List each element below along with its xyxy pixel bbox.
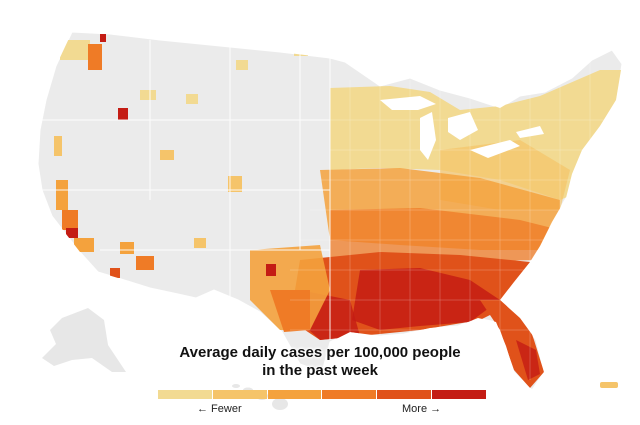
- legend-swatch-5: [377, 390, 432, 399]
- legend-swatch-2: [212, 390, 267, 399]
- legend-title: Average daily cases per 100,000 people i…: [120, 344, 520, 380]
- legend-more-label: More →: [402, 403, 442, 415]
- legend-swatch-3: [267, 390, 322, 399]
- legend-swatch-1: [158, 390, 212, 399]
- puerto-rico-shape: [600, 382, 618, 388]
- alaska-shape: [42, 308, 126, 372]
- legend-color-scale: [158, 390, 486, 399]
- legend-fewer-label: ← Fewer: [197, 403, 242, 415]
- legend-title-line-1: Average daily cases per 100,000 people: [179, 344, 461, 361]
- legend-swatch-6: [432, 390, 486, 399]
- legend-title-line-2: in the past week: [262, 362, 378, 379]
- great-lakes: [380, 96, 544, 160]
- legend-swatch-4: [322, 390, 377, 399]
